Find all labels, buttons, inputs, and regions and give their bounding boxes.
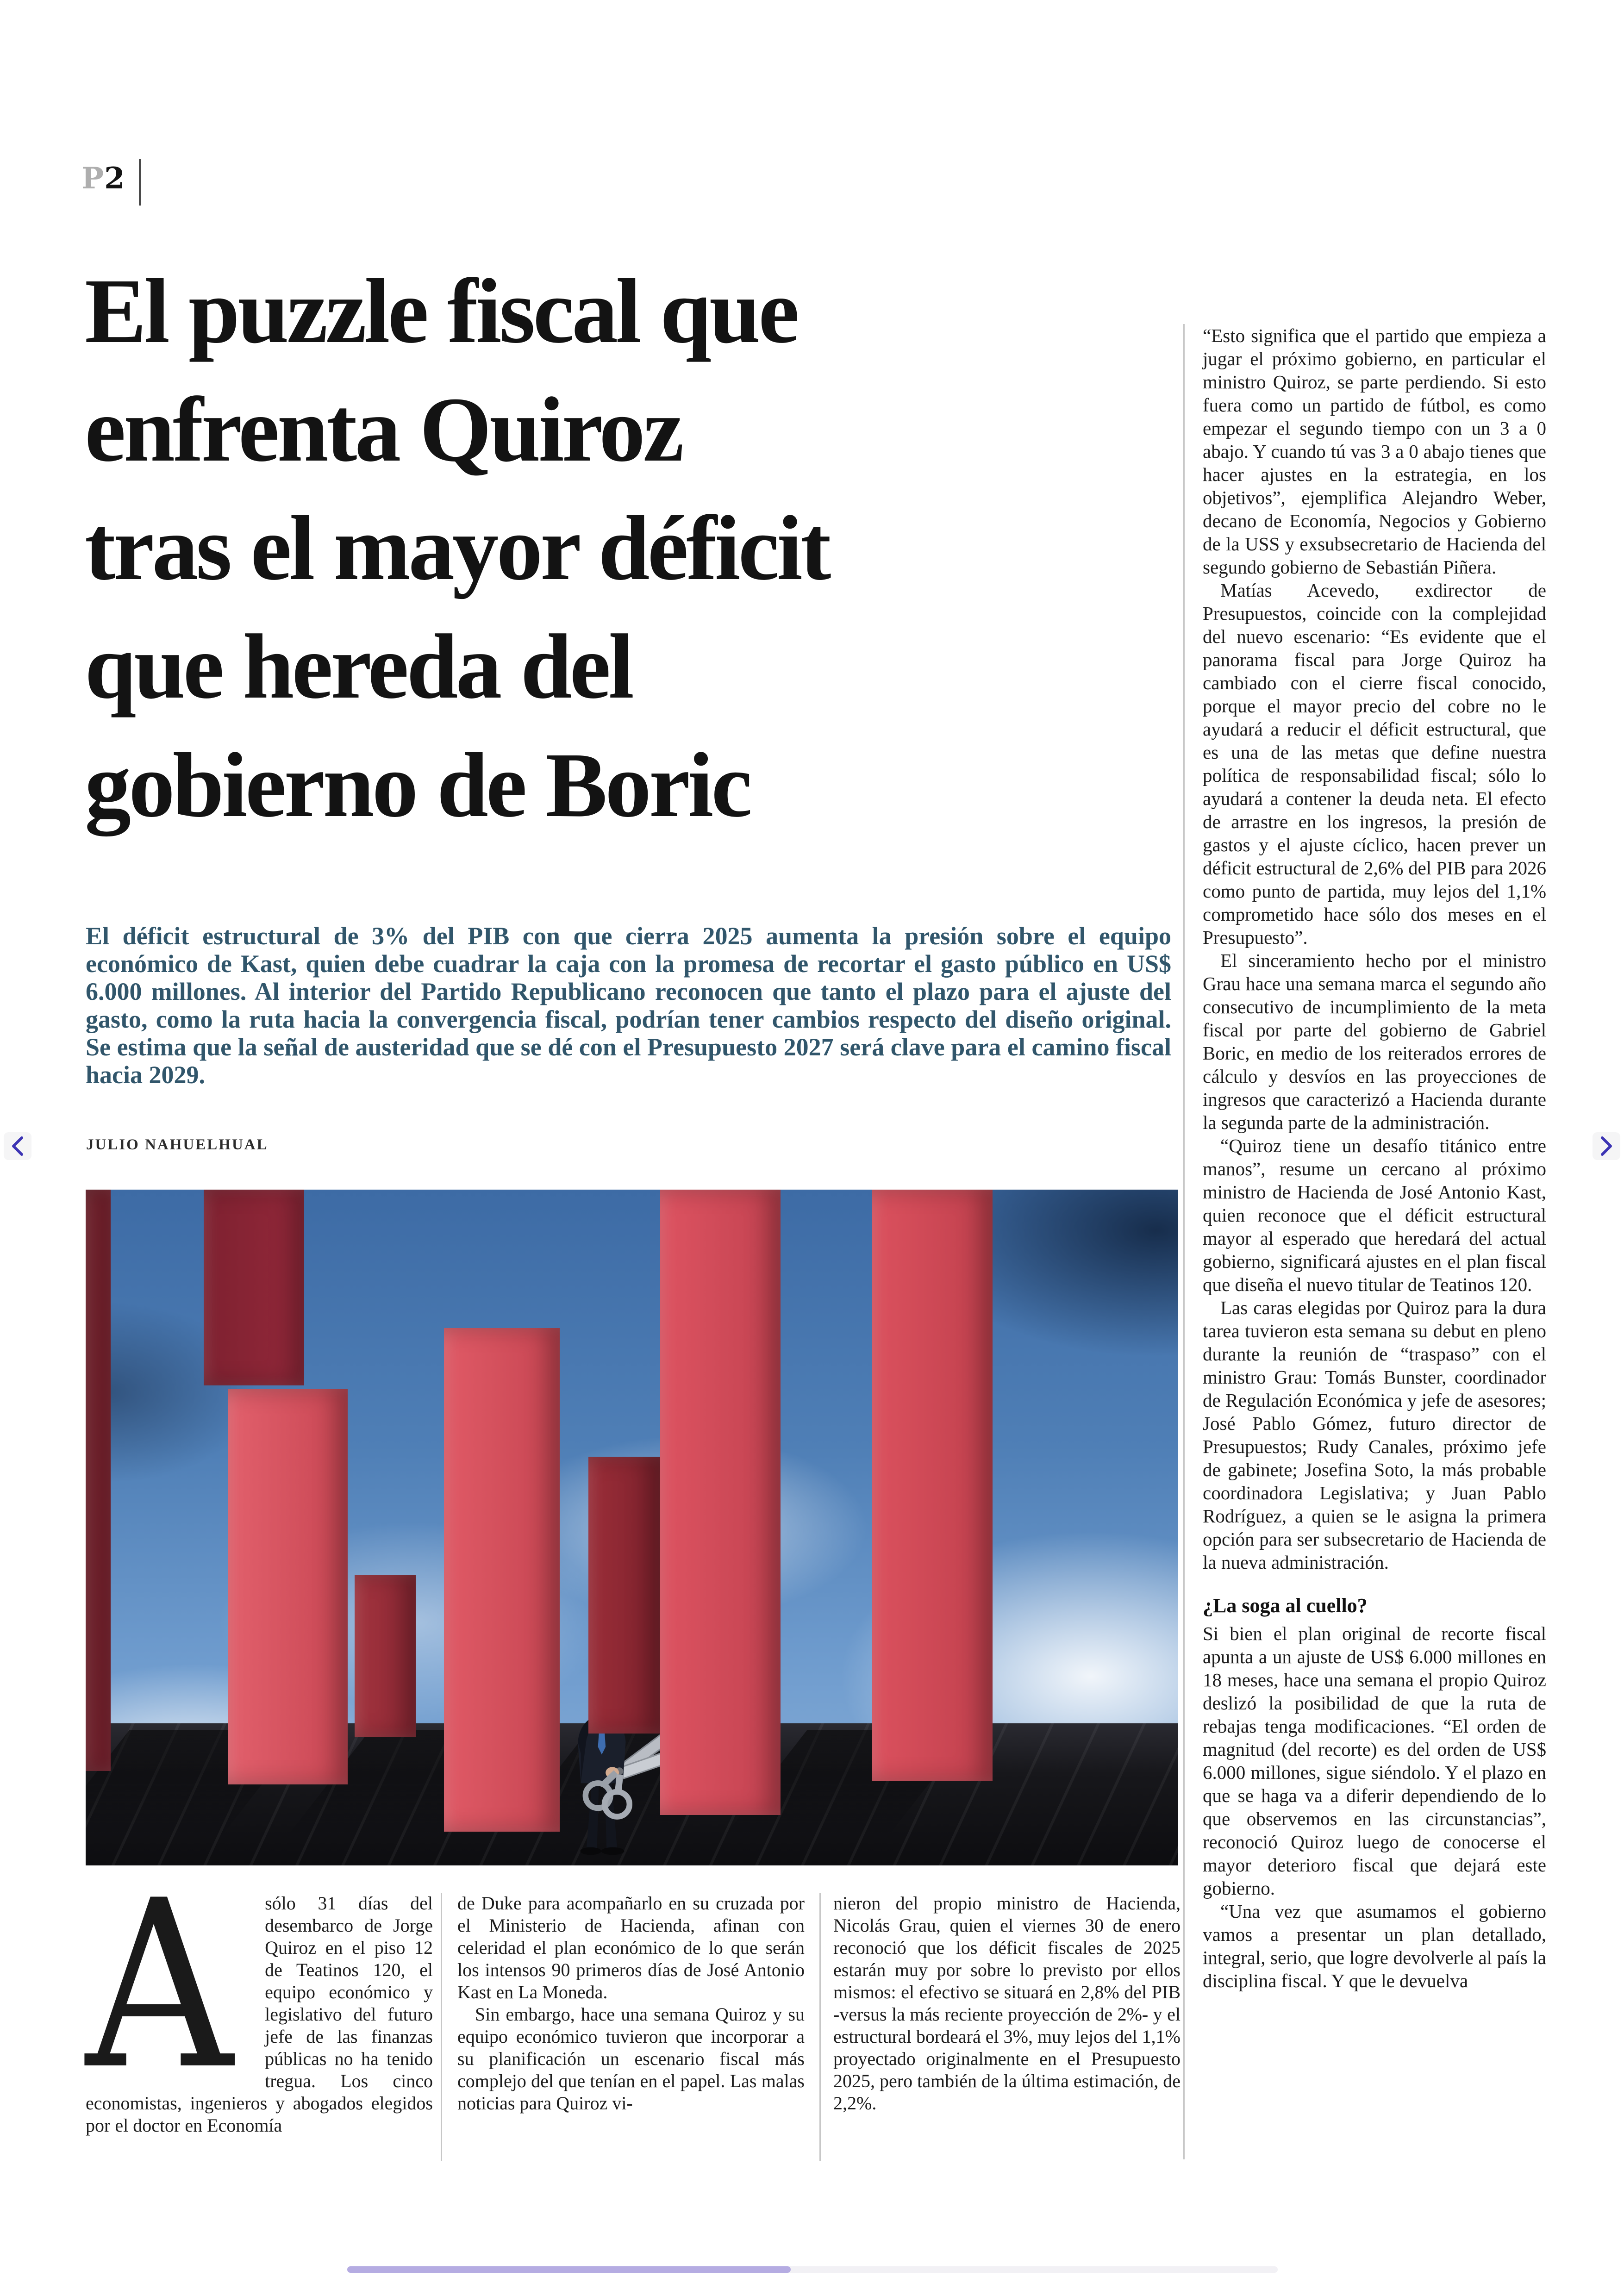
drop-cap: A bbox=[86, 1851, 233, 2120]
headline-line: tras el mayor déficit bbox=[85, 497, 831, 599]
column-divider bbox=[1183, 324, 1185, 2159]
body-text: Matías Acevedo, exdirector de Presupuest… bbox=[1203, 580, 1546, 948]
page-number-prefix: P bbox=[81, 161, 105, 196]
section-subhead: ¿La soga al cuello? bbox=[1203, 1594, 1368, 1617]
folio-divider bbox=[139, 159, 141, 206]
byline: JULIO NAHUELHUAL bbox=[86, 1136, 269, 1153]
red-column-front-left bbox=[227, 1389, 348, 1784]
headline-line: El puzzle fiscal que bbox=[85, 260, 800, 362]
body-text: Sin embargo, hace una semana Quiroz y su… bbox=[457, 2004, 805, 2114]
red-column-center-tall bbox=[660, 1190, 781, 1815]
red-column-left-sliver bbox=[86, 1190, 111, 1771]
column-divider bbox=[819, 1893, 821, 2161]
page-number: P2 bbox=[81, 161, 125, 196]
red-column-mid-tall bbox=[444, 1328, 560, 1832]
body-text: nieron del propio ministro de Hacienda, … bbox=[833, 1893, 1181, 2114]
headline-line: gobierno de Boric bbox=[85, 734, 752, 836]
body-text: “Una vez que asumamos el gobierno vamos … bbox=[1203, 1901, 1546, 1991]
headline-line: que hereda del bbox=[85, 616, 634, 718]
next-page-button[interactable] bbox=[1593, 1132, 1620, 1160]
red-column-small-dark bbox=[354, 1575, 416, 1737]
column-divider bbox=[441, 1893, 442, 2161]
body-text: El sinceramiento hecho por el ministro G… bbox=[1203, 950, 1546, 1133]
chevron-right-icon bbox=[1601, 1136, 1612, 1156]
scrollbar-track[interactable] bbox=[347, 2266, 1278, 2273]
red-column-behind-man bbox=[588, 1456, 661, 1734]
right-column: “Esto significa que el partido que empie… bbox=[1203, 324, 1546, 1992]
body-text: sólo 31 días del desembarco de Jorge Qui… bbox=[86, 1893, 433, 2136]
body-text: Si bien el plan original de recorte fisc… bbox=[1203, 1623, 1546, 1899]
page-number-value: 2 bbox=[104, 161, 125, 196]
body-text: Las caras elegidas por Quiroz para la du… bbox=[1203, 1297, 1546, 1573]
body-text: de Duke para acompañarlo en su cruzada p… bbox=[457, 1893, 805, 2002]
illustration-man-scissors bbox=[86, 1190, 1178, 1865]
body-column-2: de Duke para acompañarlo en su cruzada p… bbox=[457, 1892, 805, 2114]
chevron-left-icon bbox=[12, 1136, 23, 1156]
man-shoe bbox=[580, 1847, 602, 1855]
headline: El puzzle fiscal que enfrenta Quiroz tra… bbox=[85, 252, 1187, 845]
man-suit-lapel-shadow bbox=[578, 1716, 594, 1784]
body-column-3: nieron del propio ministro de Hacienda, … bbox=[833, 1892, 1181, 2114]
red-column-back-tall bbox=[203, 1190, 304, 1386]
red-column-right-tall bbox=[872, 1190, 993, 1781]
headline-line: enfrenta Quiroz bbox=[85, 379, 684, 481]
lede-paragraph: El déficit estructural de 3% del PIB con… bbox=[86, 922, 1171, 1089]
prev-page-button[interactable] bbox=[4, 1132, 31, 1160]
man-shoe bbox=[601, 1847, 625, 1855]
body-text: “Quiroz tiene un desafío titánico entre … bbox=[1203, 1135, 1546, 1295]
scrollbar-thumb[interactable] bbox=[347, 2266, 791, 2273]
body-text: “Esto significa que el partido que empie… bbox=[1203, 325, 1546, 578]
